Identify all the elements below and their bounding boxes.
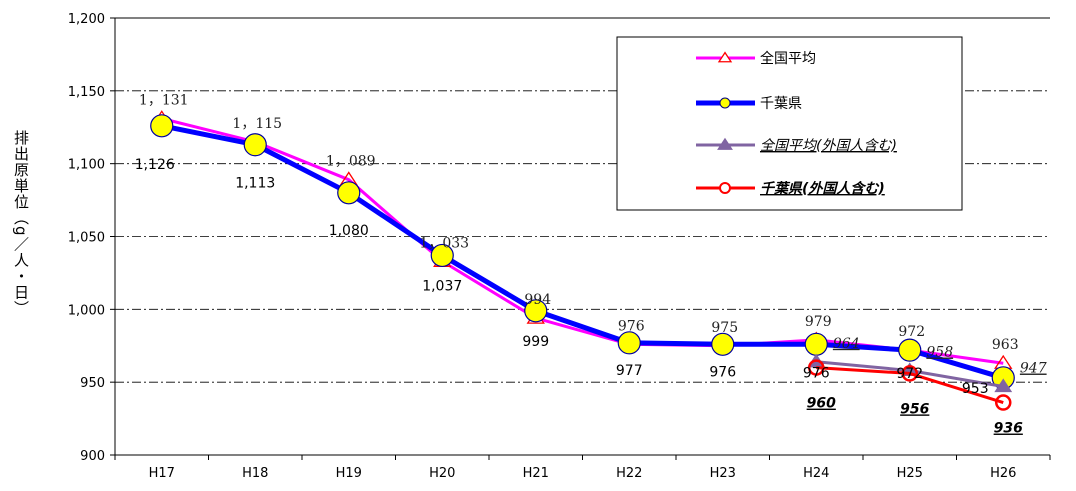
- x-tick-label: H17: [149, 466, 175, 481]
- data-label: 975: [711, 320, 738, 336]
- y-tick-label: 1,150: [68, 85, 105, 100]
- legend-label: 全国平均(外国人含む): [760, 138, 897, 154]
- x-tick-label: H22: [616, 466, 642, 481]
- data-label: 956: [900, 401, 929, 417]
- legend-label: 千葉県: [760, 96, 802, 112]
- x-tick-label: H25: [897, 466, 923, 481]
- data-label: 1，089: [326, 154, 376, 170]
- x-tick-label: H24: [803, 466, 829, 481]
- y-tick-label: 1,000: [68, 303, 105, 318]
- y-tick-label: 900: [80, 449, 105, 464]
- data-label: 1，033: [419, 235, 469, 251]
- y-tick-label: 1,200: [68, 12, 105, 27]
- data-point-marker: [337, 181, 361, 205]
- data-label: 960: [807, 396, 836, 412]
- legend-marker: [717, 137, 733, 150]
- data-point-marker: [430, 243, 454, 268]
- x-tick-label: H19: [336, 466, 362, 481]
- data-label: 1，131: [139, 93, 189, 109]
- legend-label: 全国平均: [760, 50, 816, 67]
- series-line: [816, 366, 1004, 404]
- data-label: 979: [805, 314, 832, 330]
- data-point-marker: [808, 359, 825, 376]
- y-tick-labels: 900 950 1,000 1,050 1,100 1,150 1,200: [68, 12, 105, 464]
- y-tick-label: 1,100: [68, 158, 105, 173]
- x-tick-label: H18: [242, 466, 268, 481]
- grid-lines: [115, 90, 1050, 383]
- data-point-marker: [711, 332, 735, 356]
- data-point-marker: [994, 378, 1013, 393]
- data-label: 963: [992, 337, 1019, 353]
- data-point-marker: [898, 338, 922, 362]
- x-tick-label: H23: [710, 466, 736, 481]
- data-label: 958: [926, 345, 953, 361]
- data-point-marker: [243, 133, 267, 157]
- data-point-marker: [617, 331, 641, 355]
- data-point-marker: [150, 114, 174, 138]
- x-tick-label: H21: [523, 466, 549, 481]
- legend-label: 千葉県(外国人含む): [760, 180, 885, 197]
- data-label: 976: [618, 318, 645, 334]
- data-point-marker: [995, 394, 1012, 411]
- data-label: 1,080: [329, 223, 369, 239]
- data-point-marker: [524, 299, 548, 323]
- data-label: 953: [962, 381, 989, 397]
- x-tick-label: H26: [990, 466, 1016, 481]
- data-point-marker: [804, 332, 828, 356]
- data-label: 947: [1020, 361, 1047, 377]
- y-axis-label: 排出原単位（g／人・日）: [12, 130, 30, 317]
- data-label: 972: [898, 324, 925, 340]
- legend-box: [616, 36, 963, 211]
- data-label: 1,037: [422, 278, 462, 294]
- x-tick-label: H20: [429, 466, 455, 481]
- data-label: 936: [994, 421, 1023, 437]
- data-label: 977: [616, 363, 643, 379]
- x-tick-labels: H17 H18 H19 H20 H21 H22 H23 H24 H25 H26: [149, 466, 1017, 481]
- legend-marker: [719, 97, 731, 109]
- data-labels-group: 1，131 1，115 1，089 1，033 994 976 975 979 972 963 1,…: [135, 93, 1047, 437]
- data-label: 999: [522, 334, 549, 350]
- series-group: [150, 110, 1015, 411]
- data-label: 994: [524, 292, 551, 308]
- data-point-marker: [901, 365, 918, 382]
- data-label: 1,126: [135, 157, 175, 173]
- data-label: 972: [896, 366, 923, 382]
- legend-marker: [719, 182, 731, 194]
- axes: [110, 17, 1051, 460]
- legend-marker: [717, 51, 733, 63]
- y-tick-label: 1,050: [68, 231, 105, 246]
- data-label: 1,113: [235, 176, 275, 192]
- data-label: 964: [833, 336, 860, 352]
- y-tick-label: 950: [80, 376, 105, 391]
- data-label: 976: [709, 364, 736, 380]
- data-label: 976: [803, 365, 830, 381]
- data-label: 1，115: [232, 116, 282, 132]
- series-line: [161, 123, 1004, 381]
